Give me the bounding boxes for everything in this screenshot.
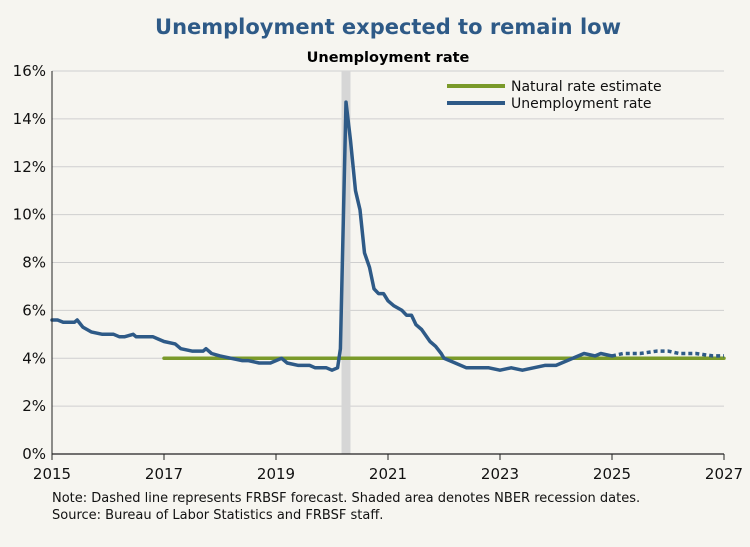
x-tick-2023: 2023 <box>481 465 519 483</box>
x-tick-2015: 2015 <box>33 465 71 483</box>
legend-label-natural: Natural rate estimate <box>511 79 662 95</box>
source-text: Source: Bureau of Labor Statistics and F… <box>52 508 383 523</box>
y-tick-12: 12% <box>13 158 46 176</box>
y-axis-ticks: 0% 2% 4% 6% 8% 10% 12% 14% 16% <box>13 62 46 463</box>
x-tick-2027: 2027 <box>705 465 743 483</box>
y-tick-14: 14% <box>13 110 46 128</box>
y-tick-4: 4% <box>22 349 46 367</box>
y-tick-8: 8% <box>22 254 46 272</box>
grid-lines <box>52 70 724 407</box>
x-tick-2019: 2019 <box>257 465 295 483</box>
x-tick-2025: 2025 <box>593 465 631 483</box>
recession-band-0 <box>341 71 351 454</box>
y-tick-10: 10% <box>13 206 46 224</box>
x-tick-2017: 2017 <box>145 465 183 483</box>
chart-subtitle: Unemployment rate <box>307 50 470 66</box>
note-text: Note: Dashed line represents FRBSF forec… <box>52 491 640 506</box>
series-lines <box>50 100 726 372</box>
legend: Natural rate estimate Unemployment rate <box>447 79 662 112</box>
x-tick-2021: 2021 <box>369 465 407 483</box>
y-tick-6: 6% <box>22 301 46 319</box>
legend-label-unemployment: Unemployment rate <box>511 96 652 112</box>
y-tick-0: 0% <box>22 445 46 463</box>
series-line-1 <box>50 100 614 372</box>
chart-title: Unemployment expected to remain low <box>155 15 621 39</box>
y-tick-16: 16% <box>13 62 46 80</box>
y-tick-2: 2% <box>22 397 46 415</box>
x-axis-ticks: 2015 2017 2019 2021 2023 2025 2027 <box>33 454 743 483</box>
series-line-2 <box>611 349 724 358</box>
recession-shading <box>341 71 351 454</box>
